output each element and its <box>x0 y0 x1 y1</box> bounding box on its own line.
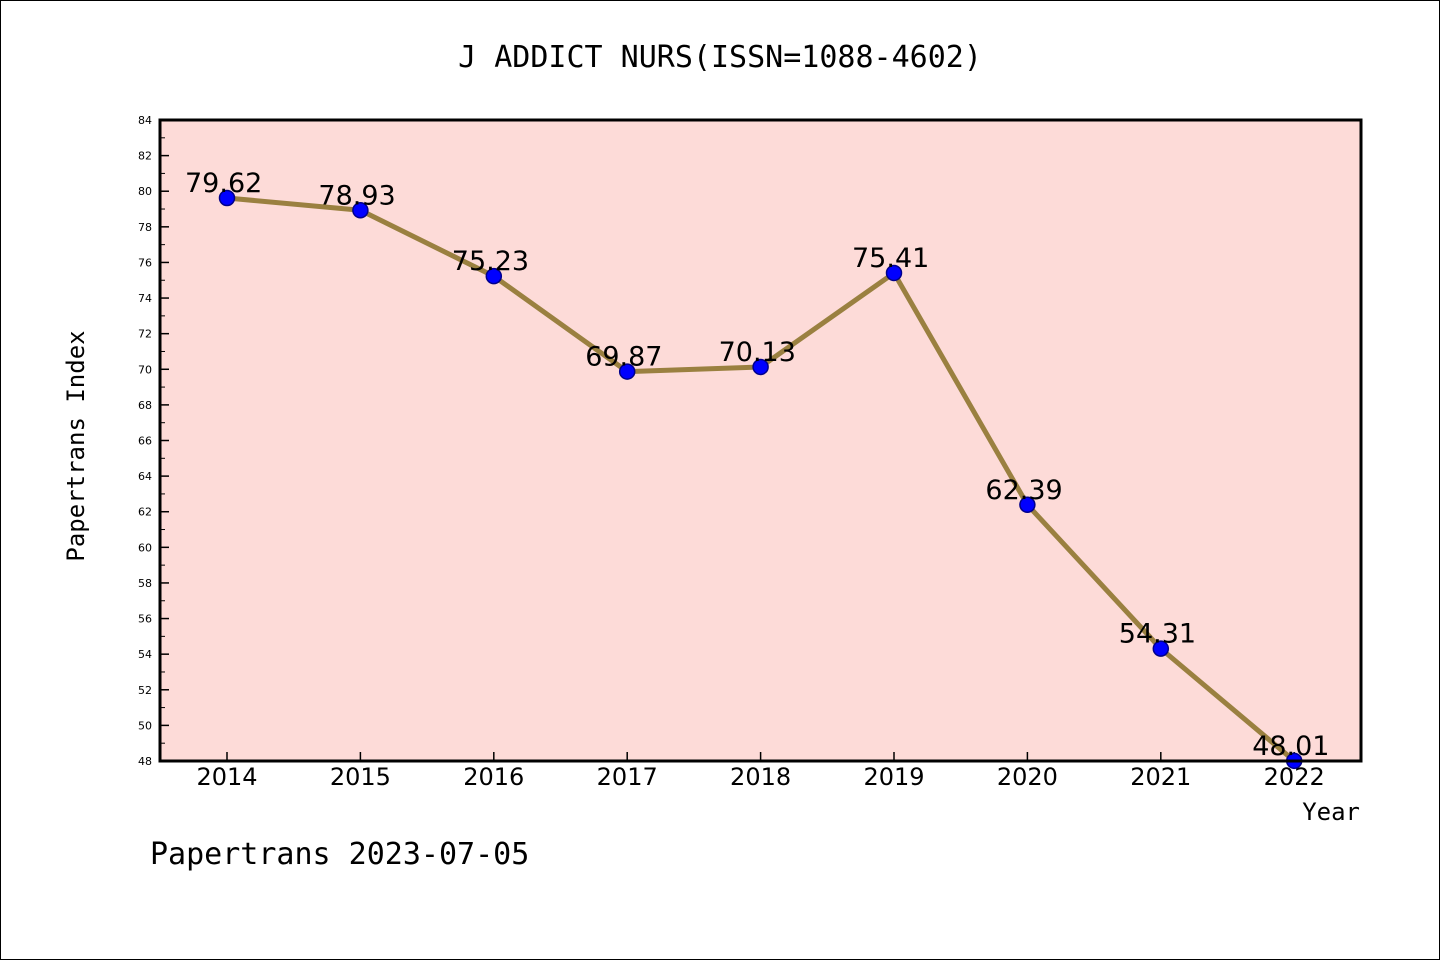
y-tick-label: 48 <box>138 755 152 768</box>
y-tick-label: 84 <box>138 114 152 127</box>
data-point <box>352 202 369 219</box>
data-label: 75.41 <box>852 243 929 274</box>
y-tick-label: 50 <box>138 719 152 732</box>
y-tick-label: 56 <box>138 613 152 626</box>
data-label: 54.31 <box>1119 619 1196 650</box>
y-tick-label: 68 <box>138 399 152 412</box>
chart-title: J ADDICT NURS(ISSN=1088-4602) <box>458 40 982 75</box>
y-tick-label: 74 <box>138 292 152 305</box>
y-tick-label: 80 <box>138 185 152 198</box>
footer-date: Papertrans 2023-07-05 <box>150 837 529 872</box>
data-point <box>618 363 636 380</box>
x-axis: 2014 2015 2016 2017 2018 2019 2020 2021 2022 <box>196 752 1325 791</box>
x-tick-label: 2015 <box>330 763 391 791</box>
data-label: 79.62 <box>185 168 262 199</box>
y-tick-label: 58 <box>138 577 152 590</box>
data-label: 70.13 <box>719 337 796 368</box>
data-label: 75.23 <box>452 246 529 277</box>
data-point <box>485 267 503 285</box>
x-tick-label: 2016 <box>463 763 524 791</box>
data-point <box>885 264 903 282</box>
data-label: 78.93 <box>318 180 395 211</box>
y-tick-label: 64 <box>138 470 152 483</box>
x-tick-label: 2019 <box>863 763 924 791</box>
y-tick-label: 60 <box>138 541 152 554</box>
x-tick-label: 2018 <box>730 763 791 791</box>
y-tick-label: 70 <box>138 363 152 376</box>
data-point <box>218 189 236 207</box>
data-label: 62.39 <box>985 475 1062 506</box>
data-labels: 79.62 78.93 75.23 69.87 70.13 75.41 62.39 54.31… <box>185 168 1329 762</box>
x-tick-label: 2014 <box>196 763 257 791</box>
x-tick-label: 2021 <box>1130 763 1191 791</box>
data-points <box>218 189 1303 770</box>
y-axis: 48 50 52 54 56 58 60 62 64 66 68 70 72 74 76 78 80 82 84 <box>138 114 169 768</box>
y-tick-label: 72 <box>138 328 152 341</box>
y-tick-label: 52 <box>138 684 152 697</box>
x-tick-label: 2020 <box>997 763 1058 791</box>
data-label: 48.01 <box>1252 731 1329 762</box>
y-tick-label: 82 <box>138 150 152 163</box>
y-tick-label: 66 <box>138 435 152 448</box>
y-tick-label: 62 <box>138 506 152 519</box>
y-tick-label: 54 <box>138 648 152 661</box>
data-point <box>1152 640 1170 657</box>
y-tick-label: 78 <box>138 221 152 234</box>
data-point <box>1019 496 1036 514</box>
x-axis-label: Year <box>1302 798 1360 826</box>
y-tick-label: 76 <box>138 256 152 269</box>
data-label: 69.87 <box>585 342 662 373</box>
data-point <box>752 358 769 376</box>
x-tick-label: 2017 <box>597 763 658 791</box>
y-axis-label: Papertrans Index <box>62 330 90 561</box>
plot-border <box>158 118 1363 763</box>
